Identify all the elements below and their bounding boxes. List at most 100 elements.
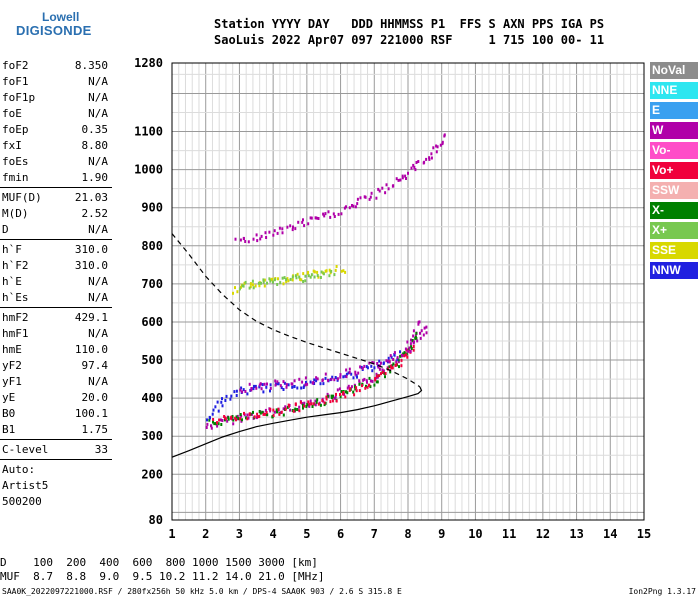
echo-point <box>255 233 258 237</box>
echo-point <box>283 381 286 385</box>
y-tick-label: 800 <box>141 239 163 253</box>
echo-point <box>344 374 347 378</box>
echo-point <box>351 204 353 207</box>
echo-point <box>225 394 228 398</box>
echo-point <box>309 275 312 279</box>
echo-point <box>344 395 347 399</box>
param-row: B0 100.1 <box>0 406 112 422</box>
echo-point <box>322 272 325 276</box>
echo-point <box>348 367 351 371</box>
echo-point <box>358 389 361 393</box>
x-tick-label: 2 <box>202 527 209 541</box>
echo-point <box>380 372 382 376</box>
echo-point <box>265 411 268 414</box>
echo-point <box>396 356 399 360</box>
echo-point <box>405 353 408 357</box>
param-label: foF2 <box>2 59 29 72</box>
echo-point <box>369 385 372 389</box>
param-label: M(D) <box>2 207 29 220</box>
echo-point <box>296 272 299 276</box>
param-label: yE <box>2 391 16 404</box>
echo-point <box>371 379 374 383</box>
echo-point <box>224 399 227 402</box>
echo-point <box>422 333 425 337</box>
echo-point <box>237 417 240 421</box>
echo-point <box>373 366 376 370</box>
echo-point <box>371 361 374 364</box>
echo-point <box>264 408 267 412</box>
echo-point <box>375 376 378 380</box>
echo-point <box>352 376 355 380</box>
echo-point <box>343 206 346 210</box>
echo-point <box>211 412 214 416</box>
echo-point <box>355 389 358 393</box>
param-row: D N/A <box>0 222 112 238</box>
param-label: foF1 <box>2 75 29 88</box>
echo-point <box>335 399 338 403</box>
param-label: B0 <box>2 407 16 420</box>
muf-distance-table: D 100 200 400 600 800 1000 1500 3000 [km… <box>0 556 325 584</box>
echo-point <box>261 410 264 414</box>
echo-point <box>377 365 380 369</box>
echo-point <box>232 291 234 295</box>
echo-point <box>264 412 267 416</box>
echo-point <box>285 385 288 389</box>
echo-point <box>326 394 329 398</box>
echo-point <box>350 372 353 376</box>
echo-point <box>378 367 381 371</box>
param-label: fxI <box>2 139 22 152</box>
echo-point <box>395 360 398 364</box>
echo-point <box>240 285 242 289</box>
echo-point <box>216 400 219 404</box>
echo-point <box>246 417 249 421</box>
param-label: foE <box>2 107 22 120</box>
echo-point <box>298 409 301 413</box>
echo-point <box>234 237 237 241</box>
echo-point <box>269 383 272 387</box>
echo-point <box>244 390 247 393</box>
echo-point <box>272 233 275 237</box>
echo-point <box>326 392 329 396</box>
echo-point <box>231 415 234 418</box>
echo-point <box>346 391 349 395</box>
solid-profile-curve <box>171 386 423 458</box>
echo-point <box>248 382 251 386</box>
echo-point <box>325 397 328 401</box>
echo-point <box>365 379 368 383</box>
echo-point <box>369 379 372 383</box>
echo-point <box>300 278 303 282</box>
echo-point <box>238 287 241 291</box>
echo-point <box>400 364 403 368</box>
echo-point <box>416 339 419 343</box>
echo-point <box>258 284 261 288</box>
param-value: 310.0 <box>74 259 108 272</box>
echo-point <box>254 384 257 388</box>
echo-point <box>216 424 219 428</box>
echo-point <box>381 186 384 190</box>
echo-point <box>350 385 353 389</box>
echo-point <box>292 225 294 229</box>
echo-point <box>404 347 407 351</box>
echo-point <box>402 352 405 356</box>
param-value: N/A <box>88 327 108 340</box>
param-row: foEs N/A <box>0 154 112 170</box>
param-row: hmE 110.0 <box>0 342 112 358</box>
x-tick-label: 7 <box>371 527 378 541</box>
echo-point <box>308 404 311 408</box>
echo-point <box>399 354 402 358</box>
echo-point <box>263 278 266 282</box>
echo-point <box>316 270 319 274</box>
echo-point <box>382 361 385 365</box>
echo-point <box>325 269 328 273</box>
echo-point <box>268 277 271 281</box>
echo-point <box>262 412 265 416</box>
echo-point <box>259 382 262 386</box>
echo-point <box>296 408 299 411</box>
echo-point <box>419 331 421 335</box>
echo-point <box>314 399 317 403</box>
echo-point <box>300 386 303 390</box>
echo-point <box>325 395 328 399</box>
autoscaling-note: Artist5 <box>2 479 49 492</box>
echo-point <box>257 281 260 285</box>
echo-point <box>208 418 211 422</box>
